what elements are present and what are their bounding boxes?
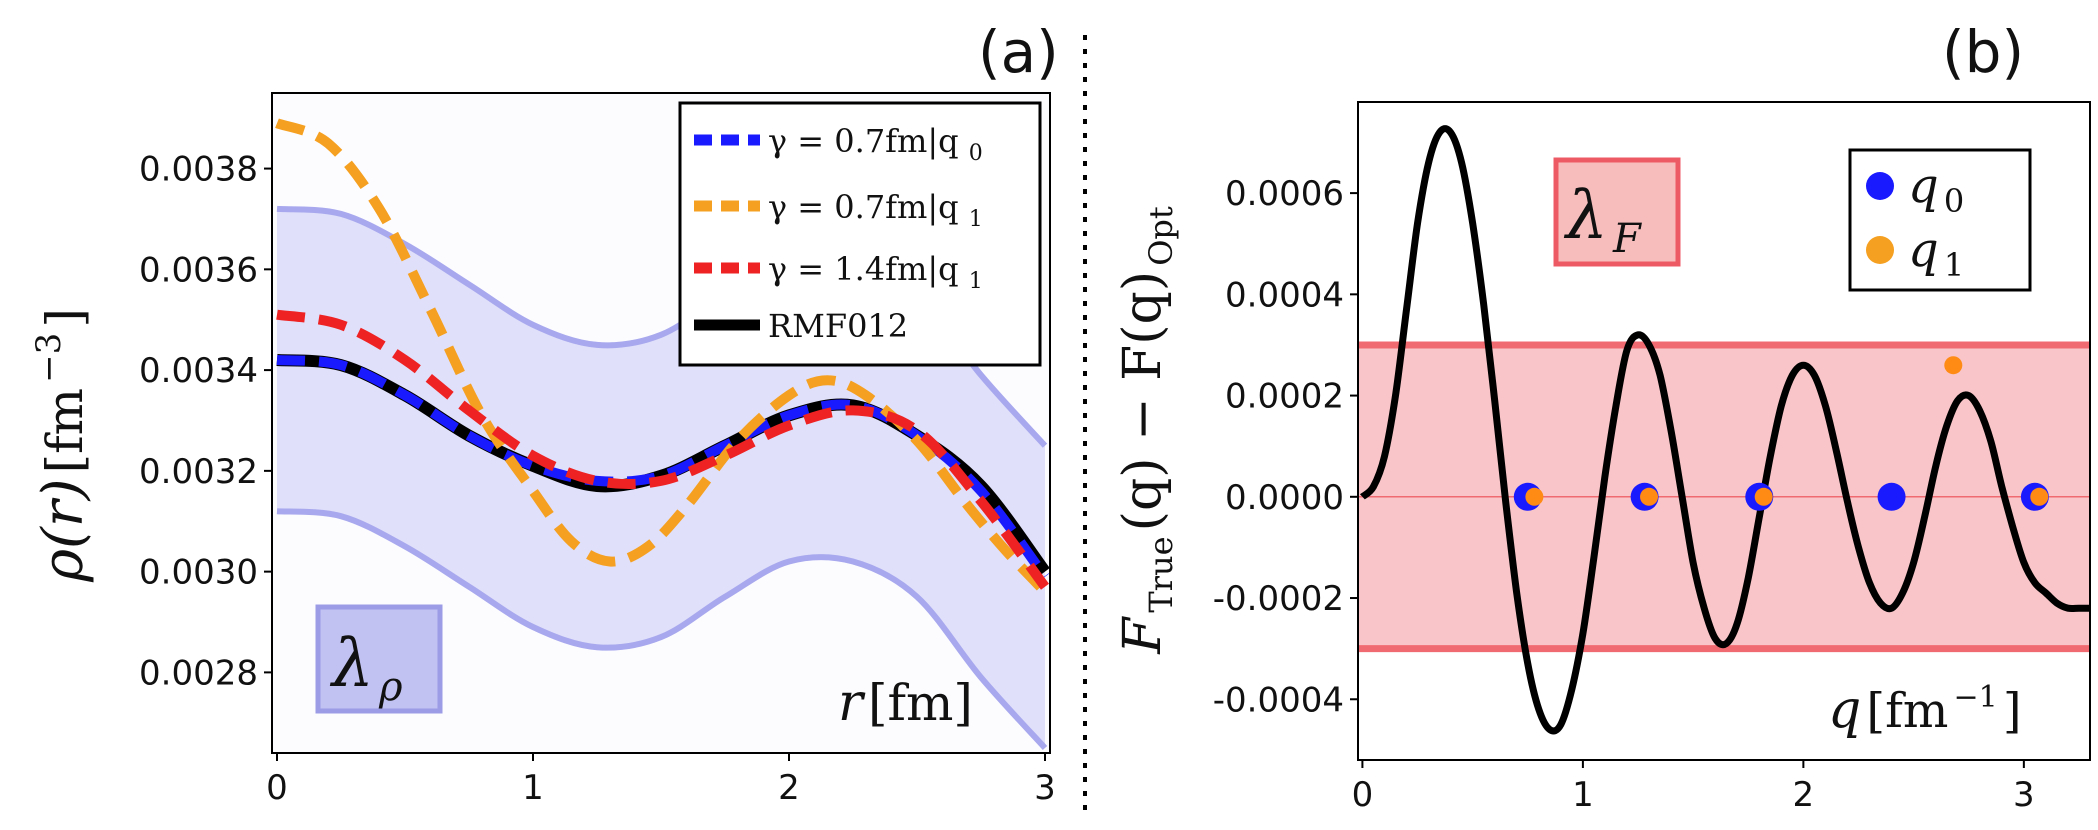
panel-b-ticks: 0 1 2 3 -0.0004 -0.0002 0.0000 0.0002 0.0004 0.00…	[1213, 174, 2035, 815]
series-line-3	[276, 309, 1049, 590]
panel-a-lambda-label: λ ρ	[329, 625, 403, 710]
y-tick-label: 0.0030	[139, 553, 258, 593]
x-tick-label: 0	[266, 768, 288, 808]
panel-a-lambda-box	[315, 604, 443, 714]
panel-b-xlabel-exp: −1	[1954, 680, 1998, 715]
series-line-0	[1359, 125, 2090, 735]
panel-b-xlabel-close: ]	[2003, 683, 2022, 739]
legend-entry-red: γ = 1.4fm|q 1	[768, 250, 983, 294]
panel-a-ylabel-close: ]	[36, 308, 94, 328]
y-tick-label: 0.0028	[139, 653, 258, 693]
y-tick-label: 0.0036	[139, 250, 258, 290]
panel-b-tolerance-band	[1358, 341, 2090, 653]
y-tick-label: 0.0034	[139, 351, 258, 391]
panel-b-ylabel-b-sub: Opt	[1142, 206, 1180, 266]
panel-b-ylabel-a-sub: True	[1142, 536, 1180, 612]
panel-b-lambda-box	[1553, 157, 1681, 267]
panel-a-lambda-base: λ	[329, 625, 374, 702]
band-lower-edge	[276, 508, 1048, 751]
marker-q1	[1944, 356, 1963, 375]
panel-b-lambda-base: λ	[1563, 177, 1608, 254]
panel-a-lambda-sub: ρ	[378, 664, 403, 710]
panel-b-xlabel-unit: [fm	[1866, 683, 1948, 739]
panel-b-tag: (b)	[1942, 18, 2024, 86]
marker-q0	[1877, 482, 1906, 511]
x-tick-label: 3	[2013, 775, 2035, 815]
x-tick-label: 3	[1034, 768, 1056, 808]
panel-a-ylabel-exp: −3	[29, 333, 69, 383]
panel-b-ylabel-a: F	[1113, 616, 1173, 655]
legend-marker-q0	[1866, 172, 1894, 200]
legend-label-q1-sub: 1	[1944, 246, 1964, 284]
panel-b-lambda-sub: F	[1612, 216, 1642, 262]
y-tick-label: 0.0038	[139, 150, 258, 190]
series-line-2	[275, 118, 1049, 596]
x-tick-label: 1	[1572, 775, 1594, 815]
y-tick-label: 0.0006	[1225, 174, 1344, 214]
panel-b-legend: q 0 q 1	[1848, 148, 2032, 292]
legend-label-q1: q 1	[1908, 222, 1964, 284]
panel-b-xlabel: q [fm −1 ]	[1828, 680, 2022, 740]
svg-text:F True (q) − F: F True (q) − F(q) Opt	[1113, 206, 1180, 655]
panel-b-ylabel-b: (q) − F(q)	[1113, 271, 1173, 531]
legend-label-q0-sub: 0	[1944, 182, 1964, 220]
marker-q1	[1754, 487, 1773, 506]
panel-a-ylabel: ρ(r) [fm −3 ]	[29, 308, 96, 583]
legend-label-q0-base: q	[1908, 158, 1939, 214]
panel-b-series	[1359, 125, 2090, 735]
marker-q1	[2030, 487, 2049, 506]
x-tick-label: 1	[522, 768, 544, 808]
legend-marker-q1	[1866, 236, 1894, 264]
legend-entry-orange: γ = 0.7fm|q 1	[768, 188, 983, 232]
panel-a-ylabel-var: ρ(r)	[31, 478, 96, 582]
x-tick-label: 2	[1793, 775, 1815, 815]
panel-b-markers	[1513, 356, 2049, 511]
panel-b: 0 1 2 3 -0.0004 -0.0002 0.0000 0.0002 0.0004 0.00…	[1113, 18, 2091, 815]
panel-a-legend: γ = 0.7fm|q 0 γ = 0.7fm|q 1 γ = 1.4fm|q …	[678, 101, 1042, 367]
svg-text:ρ(r) [fm −3: ρ(r) [fm −3 ]	[29, 308, 96, 583]
panel-a-xlabel-var: r	[838, 673, 866, 733]
panel-b-lambda-label: λ F	[1563, 177, 1642, 262]
panel-a: 0 1 2 3 0.0028 0.0030 0.0032 0.0034 0.0036 0.0038…	[29, 18, 1059, 808]
legend-entry-red-lhs: γ = 1.4fm|q	[768, 250, 959, 288]
panel-b-plot-frame	[1357, 101, 2091, 761]
x-tick-label: 0	[1352, 775, 1374, 815]
legend-entry-orange-sub: 1	[969, 207, 983, 232]
y-tick-label: 0.0004	[1225, 275, 1344, 315]
y-tick-label: 0.0032	[139, 452, 258, 492]
legend-entry-blue: γ = 0.7fm|q 0	[768, 122, 983, 166]
y-tick-label: 0.0000	[1225, 478, 1344, 518]
legend-entry-blue-lhs: γ = 0.7fm|q	[768, 122, 959, 160]
y-tick-label: 0.0002	[1225, 377, 1344, 417]
y-tick-label: -0.0004	[1213, 680, 1344, 720]
series-line-1	[276, 355, 1050, 580]
legend-label-q0: q 0	[1908, 158, 1964, 220]
legend-entry-orange-lhs: γ = 0.7fm|q	[768, 188, 959, 226]
panel-a-xlabel-unit: [fm]	[868, 674, 973, 732]
panel-a-ticks: 0 1 2 3 0.0028 0.0030 0.0032 0.0034 0.0036 0.0038	[139, 150, 1056, 808]
panel-b-xlabel-var: q	[1828, 680, 1861, 740]
legend-entry-red-sub: 1	[969, 269, 983, 294]
panel-a-tag: (a)	[978, 18, 1059, 86]
legend-entry-black: RMF012	[768, 307, 908, 345]
panel-b-ylabel: F True (q) − F(q) Opt	[1113, 206, 1180, 655]
x-tick-label: 2	[778, 768, 800, 808]
panel-a-ylabel-unit: [fm	[36, 388, 94, 473]
legend-label-q1-base: q	[1908, 222, 1939, 278]
y-tick-label: -0.0002	[1213, 579, 1344, 619]
legend-entry-blue-sub: 0	[969, 141, 983, 166]
panel-a-series	[275, 118, 1050, 596]
marker-q1	[1525, 487, 1544, 506]
panel-a-plot-frame	[271, 92, 1051, 754]
marker-q1	[1640, 487, 1659, 506]
panel-a-xlabel: r [fm]	[838, 673, 973, 733]
